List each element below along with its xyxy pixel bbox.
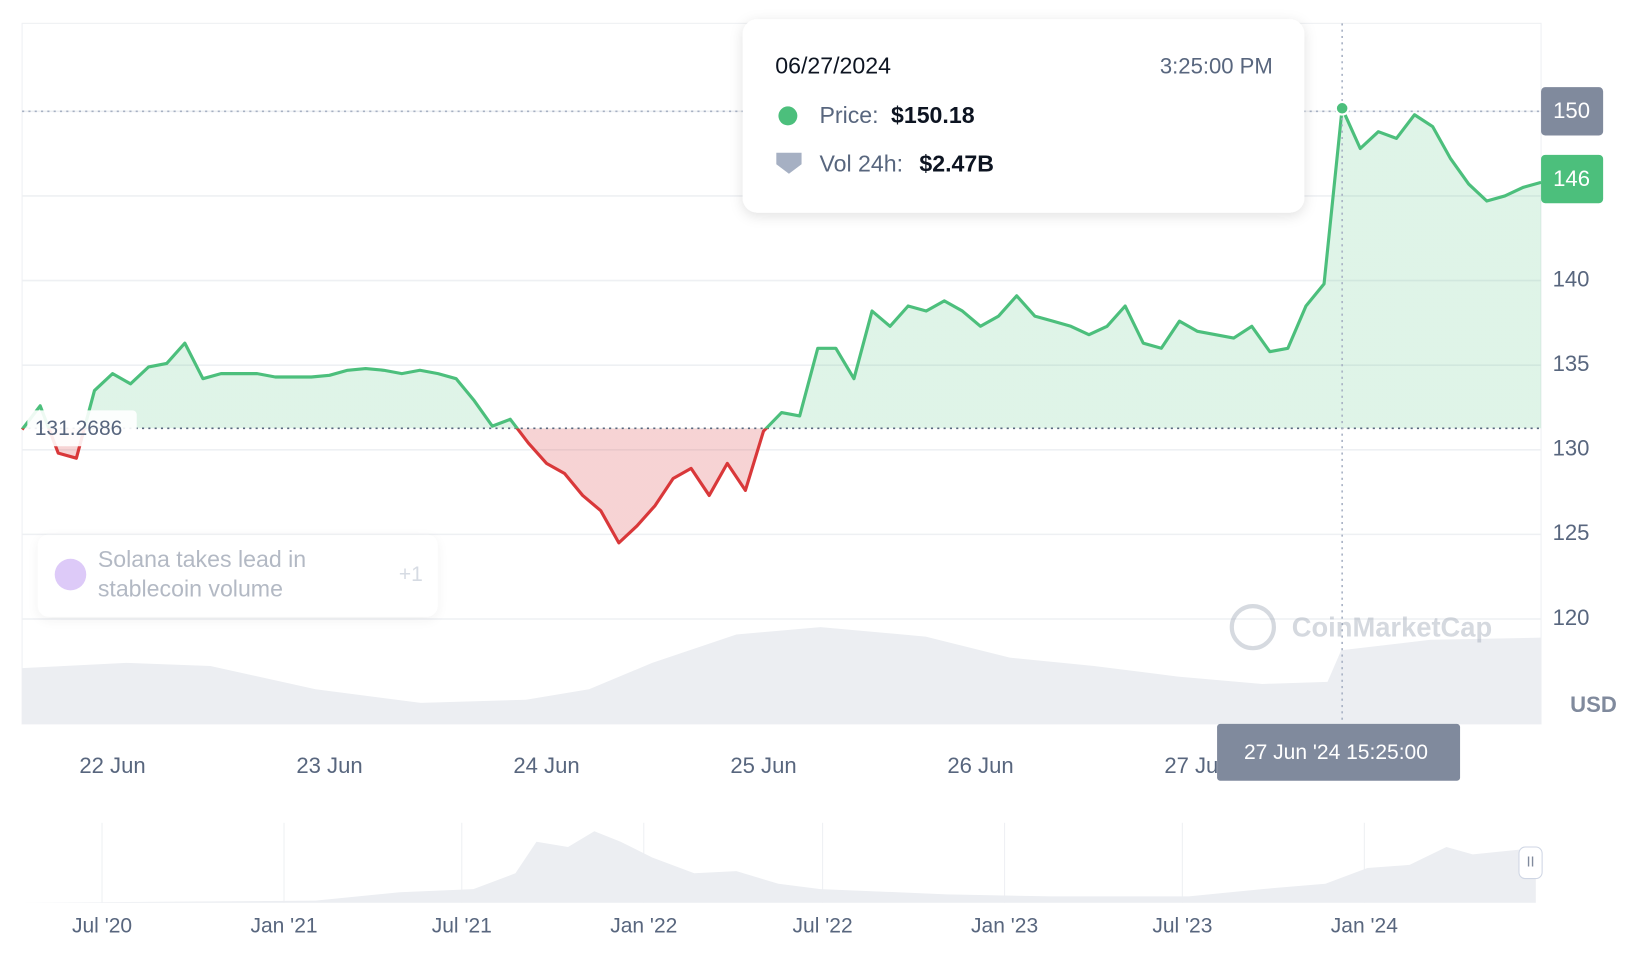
crosshair-time-box bbox=[1217, 723, 1461, 781]
watermark-logo bbox=[1229, 603, 1276, 651]
y-unit: USD bbox=[1570, 692, 1617, 717]
tooltip-box bbox=[742, 19, 1305, 213]
news-box[interactable] bbox=[37, 534, 438, 617]
y-tick-label: 120 bbox=[1553, 605, 1590, 630]
volume-area bbox=[22, 627, 1542, 724]
x-tick-label: 22 Jun bbox=[79, 753, 145, 778]
y-tick-label: 125 bbox=[1553, 520, 1590, 545]
y-tick-label: 135 bbox=[1553, 351, 1590, 376]
navigator-label: Jul '21 bbox=[432, 915, 492, 938]
price-badges: 150 146 bbox=[1541, 87, 1604, 204]
crosshair-time: 27 Jun '24 15:25:00 bbox=[1217, 723, 1461, 781]
tooltip-date: 06/27/2024 bbox=[775, 53, 891, 79]
watermark-text: CoinMarketCap bbox=[1292, 611, 1492, 642]
news-text: stablecoin volume bbox=[98, 575, 283, 601]
tooltip-price-label: Price: bbox=[819, 102, 878, 128]
y-tick-label: 140 bbox=[1553, 266, 1590, 291]
crosshair-time-label: 27 Jun '24 15:25:00 bbox=[1244, 741, 1428, 764]
x-tick-label: 25 Jun bbox=[730, 753, 796, 778]
tooltip-price: $150.18 bbox=[891, 102, 975, 128]
tooltip-volume-icon bbox=[776, 152, 802, 174]
navigator-handle[interactable] bbox=[1518, 846, 1543, 880]
news-text: Solana takes lead in bbox=[98, 546, 306, 572]
tooltip-time: 3:25:00 PM bbox=[1160, 53, 1273, 78]
tooltip-price-dot bbox=[778, 106, 798, 126]
crosshair-dot bbox=[1334, 100, 1350, 116]
x-tick-label: 26 Jun bbox=[947, 753, 1013, 778]
current-price-label: 146 bbox=[1553, 166, 1590, 191]
news-card[interactable]: Solana takes lead in stablecoin volume +… bbox=[37, 534, 438, 617]
navigator-label: Jan '21 bbox=[250, 915, 317, 938]
navigator[interactable]: II Jul '20 Jan '21 Jul '21 Jan '22 Jul '22 Ja… bbox=[22, 822, 1543, 938]
crosshair-price-label: 150 bbox=[1553, 98, 1590, 123]
navigator-label: Jan '22 bbox=[610, 915, 677, 938]
y-tick-label: 130 bbox=[1553, 436, 1590, 461]
tooltip-volume: $2.47B bbox=[919, 150, 994, 176]
x-tick-label: 23 Jun bbox=[296, 753, 362, 778]
navigator-label: Jan '24 bbox=[1331, 915, 1398, 938]
news-icon bbox=[54, 558, 87, 591]
news-count: +1 bbox=[399, 563, 423, 586]
navigator-label: Jul '22 bbox=[793, 915, 853, 938]
crosshair-price-badge bbox=[1541, 87, 1604, 136]
price-area bbox=[22, 108, 1542, 543]
navigator-label: Jul '23 bbox=[1152, 915, 1212, 938]
watermark: CoinMarketCap bbox=[1229, 603, 1492, 651]
tooltip: 06/27/2024 3:25:00 PM Price: $150.18 Vol… bbox=[742, 19, 1305, 213]
price-line bbox=[20, 106, 1542, 545]
navigator-label: Jul '20 bbox=[72, 915, 132, 938]
navigator-area bbox=[22, 831, 1536, 903]
baseline-label-box bbox=[27, 410, 137, 447]
navigator-labels: Jul '20 Jan '21 Jul '21 Jan '22 Jul '22 Jan '… bbox=[72, 915, 1398, 938]
tooltip-volume-label: Vol 24h: bbox=[819, 150, 903, 176]
x-tick-label: 24 Jun bbox=[513, 753, 579, 778]
navigator-handle-grip: II bbox=[1526, 855, 1534, 871]
x-axis: 22 Jun 23 Jun 24 Jun 25 Jun 26 Jun 27 Jun bbox=[79, 753, 1230, 778]
navigator-label: Jan '23 bbox=[971, 915, 1038, 938]
baseline-label: 131.2686 bbox=[35, 417, 123, 440]
current-price-badge bbox=[1541, 154, 1604, 204]
